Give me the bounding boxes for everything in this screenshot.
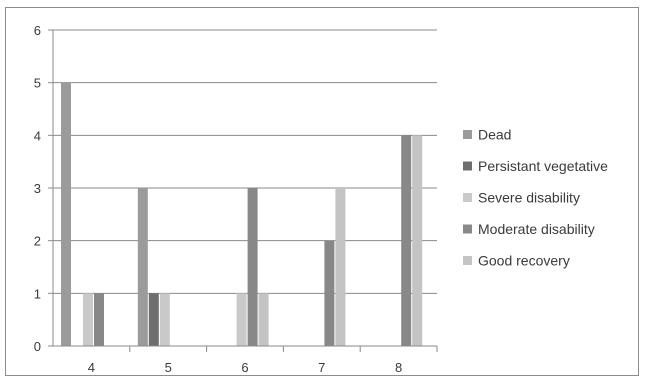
legend-swatch (463, 161, 472, 171)
y-tick-label: 5 (34, 76, 41, 91)
y-tick-label: 0 (34, 339, 41, 354)
y-tick-label: 3 (34, 181, 41, 196)
bar-dead (137, 188, 148, 346)
x-tick-label: 7 (318, 360, 325, 375)
legend-label: Moderate disability (478, 221, 595, 237)
legend-label: Dead (478, 127, 511, 143)
bar-moderate-disability (401, 135, 412, 346)
gridlines (53, 29, 437, 294)
bar-good-recovery (335, 188, 346, 346)
legend-label: Persistant vegetative (478, 158, 608, 174)
bar-moderate-disability (324, 240, 335, 346)
y-tick-label: 4 (34, 128, 41, 143)
x-tick-labels: 4 5 6 7 8 (88, 360, 402, 375)
legend-swatch (463, 256, 472, 265)
legend-swatch (463, 130, 472, 139)
bar-severe-disability (83, 293, 93, 346)
bar-severe-disability (236, 293, 247, 346)
bar-persistant-vegetative (148, 293, 159, 346)
y-tick-labels: 0 1 2 3 4 5 6 (34, 23, 41, 354)
legend-label: Good recovery (478, 253, 570, 269)
legend-swatch (463, 193, 472, 202)
bar-moderate-disability (94, 293, 104, 346)
x-tick-label: 6 (241, 360, 248, 375)
bar-moderate-disability (247, 188, 258, 346)
bar-severe-disability (159, 293, 170, 346)
y-tick-label: 1 (34, 286, 41, 301)
legend-swatch (463, 224, 472, 234)
legend-label: Severe disability (478, 190, 580, 206)
legend: Dead Persistant vegetative Severe disabili… (463, 127, 608, 269)
y-tick-label: 6 (34, 23, 41, 38)
chart-frame (5, 7, 639, 376)
bar-good-recovery (412, 135, 423, 346)
x-tick-label: 4 (88, 360, 95, 375)
axes (48, 29, 438, 352)
bar-dead (61, 82, 71, 347)
x-tick-label: 5 (165, 360, 172, 375)
x-tick-label: 8 (395, 360, 402, 375)
y-tick-label: 2 (34, 234, 41, 249)
bars (61, 82, 423, 347)
bar-good-recovery (258, 293, 269, 346)
